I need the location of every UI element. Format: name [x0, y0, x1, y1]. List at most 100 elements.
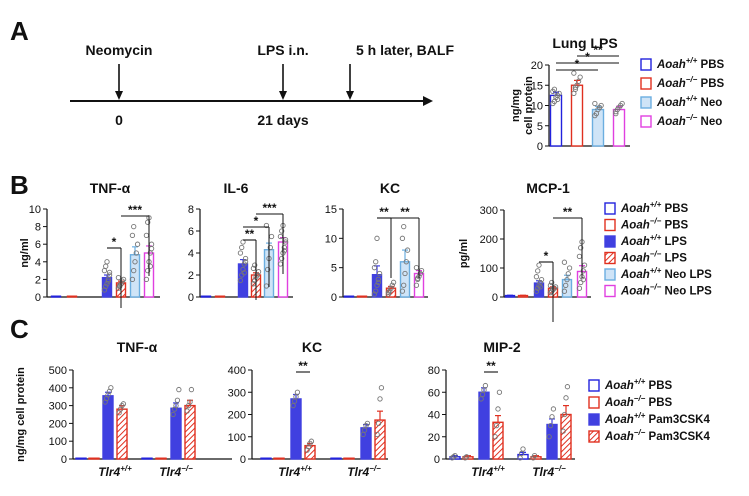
data-point [281, 244, 287, 251]
legend-label: Aoah−/− PBS [620, 217, 688, 232]
data-point [290, 402, 296, 409]
y-tick-label: 20 [531, 60, 543, 72]
chart-C-kc: KC 0 100 200 300 400 ** Tlr4+/+ Tlr4−/− [228, 339, 388, 479]
bar [343, 295, 355, 298]
legend-label: Aoah+/+ Neo LPS [620, 266, 712, 281]
data-point [371, 265, 378, 271]
data-point [463, 454, 470, 460]
legend-label: Aoah−/− Pam3CSK4 [604, 428, 710, 443]
y-tick-label: 0 [61, 454, 67, 466]
legend-A: Aoah+/+ PBS Aoah−/− PBS Aoah+/+ Neo Aoah−/−… [640, 56, 724, 128]
data-point [375, 279, 381, 285]
legend-C: Aoah+/+ PBS Aoah−/− PBS Aoah+/+ Pam3CSK4 Ao… [588, 377, 710, 443]
data-point [304, 447, 310, 453]
data-point [237, 250, 244, 256]
y-tick-label: 400 [228, 365, 246, 377]
data-point [281, 248, 287, 254]
data-point [535, 285, 541, 291]
data-point [188, 386, 195, 393]
data-point [531, 453, 538, 459]
bar [330, 457, 342, 460]
x-category-label: Tlr4−/− [159, 464, 193, 479]
data-point [550, 406, 557, 412]
y-axis-label: pg/ml [458, 239, 470, 268]
y-tick-label: 40 [428, 410, 440, 422]
bar [374, 419, 386, 460]
data-point [547, 422, 554, 429]
legend-swatch [640, 96, 652, 109]
y-tick-label: 5 [537, 121, 543, 133]
data-point [481, 387, 487, 393]
data-point [399, 288, 406, 294]
data-point [561, 288, 568, 294]
data-point [546, 434, 552, 440]
timeline-arrow-lps [279, 91, 287, 100]
data-point [563, 282, 569, 289]
bar [129, 254, 141, 298]
significance-label: *** [128, 203, 142, 217]
bar [356, 295, 368, 298]
y-tick-label: 2 [188, 270, 194, 282]
data-point [133, 250, 139, 256]
data-point [492, 434, 498, 440]
data-point [176, 386, 182, 393]
data-point [105, 278, 111, 284]
chart-title: Lung LPS [552, 35, 617, 51]
significance-label: * [575, 57, 580, 71]
significance-label: *** [262, 201, 276, 215]
data-point [385, 291, 392, 297]
data-point [267, 244, 273, 251]
data-point [613, 108, 619, 115]
data-point [187, 399, 193, 405]
y-tick-label: 100 [49, 436, 67, 448]
y-tick-label: 6 [35, 239, 41, 251]
data-point [239, 244, 245, 251]
y-tick-label: 6 [188, 226, 194, 238]
bar [343, 457, 355, 460]
y-tick-label: 200 [49, 418, 67, 430]
data-point [308, 438, 315, 444]
data-point [578, 245, 584, 251]
data-point [399, 235, 406, 241]
data-point [564, 384, 571, 390]
timeline-event-neomycin: Neomycin [86, 42, 153, 58]
timeline-arrowhead [423, 96, 433, 106]
legends: Aoah+/+ PBS Aoah−/− PBS Aoah+/+ Neo Aoah−/−… [588, 56, 724, 443]
significance-label: * [585, 50, 590, 64]
data-point [572, 84, 579, 90]
x-category-label: Tlr4−/− [532, 464, 566, 479]
data-point [415, 275, 421, 281]
data-point [538, 276, 545, 283]
bar [273, 457, 285, 460]
legend-swatch [604, 284, 616, 298]
y-tick-label: 0 [35, 292, 41, 304]
legend-label: Aoah+/+ LPS [620, 233, 687, 248]
data-point [375, 276, 381, 283]
data-point [551, 285, 557, 291]
data-point [131, 223, 137, 230]
data-point [403, 259, 409, 265]
legend-label: Aoah−/− PBS [656, 75, 724, 90]
bar [570, 84, 584, 147]
significance-label: * [254, 214, 259, 228]
data-point [237, 277, 244, 284]
data-point [401, 223, 407, 230]
data-point [101, 287, 108, 293]
y-tick-label: 60 [428, 387, 440, 399]
y-tick-label: 10 [29, 204, 41, 216]
data-point [452, 453, 458, 459]
y-tick-label: 8 [188, 204, 194, 216]
data-point [565, 271, 571, 277]
data-point [364, 420, 371, 427]
data-point [252, 262, 258, 268]
y-tick-label: 300 [480, 205, 498, 217]
data-point [132, 259, 138, 265]
y-tick-label: 0 [240, 454, 246, 466]
y-tick-label: 300 [228, 387, 246, 399]
data-point [479, 391, 486, 398]
panel-label-b: B [10, 170, 29, 200]
y-tick-label: 20 [428, 432, 440, 444]
